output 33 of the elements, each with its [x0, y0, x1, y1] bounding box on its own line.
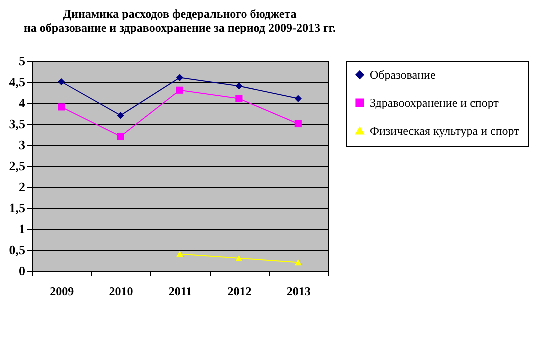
legend-label: Образование	[370, 68, 436, 82]
point	[236, 82, 243, 90]
point	[176, 74, 184, 82]
y-tick-label: 1	[19, 222, 26, 236]
y-tick-label: 4,5	[9, 74, 26, 90]
x-tick-label: 2010	[109, 284, 134, 298]
y-tick-label: 3	[19, 138, 26, 152]
y-tick-label: 4	[19, 96, 26, 110]
y-tick-label: 1,5	[9, 200, 26, 216]
point	[236, 255, 243, 262]
point	[294, 120, 302, 128]
y-tick-label: 0,5	[9, 242, 26, 258]
point	[176, 86, 184, 94]
chart-title: Динамика расходов федерального бюджета на образование и здравоохранение за период 2009-2013 гг.	[24, 7, 336, 35]
point	[294, 260, 302, 266]
point	[294, 95, 302, 102]
y-tick-label: 5	[19, 54, 26, 68]
y-tick-label: 0	[19, 264, 26, 278]
x-tick-label: 2009	[50, 284, 74, 298]
x-tick-label: 2011	[168, 284, 192, 298]
x-tick-label: 2013	[286, 284, 311, 298]
y-tick-label: 2,5	[9, 158, 26, 174]
point	[58, 104, 66, 111]
y-tick-label: 2	[19, 180, 26, 194]
y-tick-label: 3,5	[9, 116, 26, 132]
legend-label: Физическая культура и спорт	[370, 124, 520, 138]
legend-label: Здравоохранение и спорт	[370, 96, 500, 110]
point	[176, 251, 184, 258]
point	[117, 112, 124, 120]
x-tick-label: 2012	[228, 284, 252, 298]
point	[117, 133, 124, 140]
point	[58, 78, 66, 86]
point	[236, 95, 243, 102]
